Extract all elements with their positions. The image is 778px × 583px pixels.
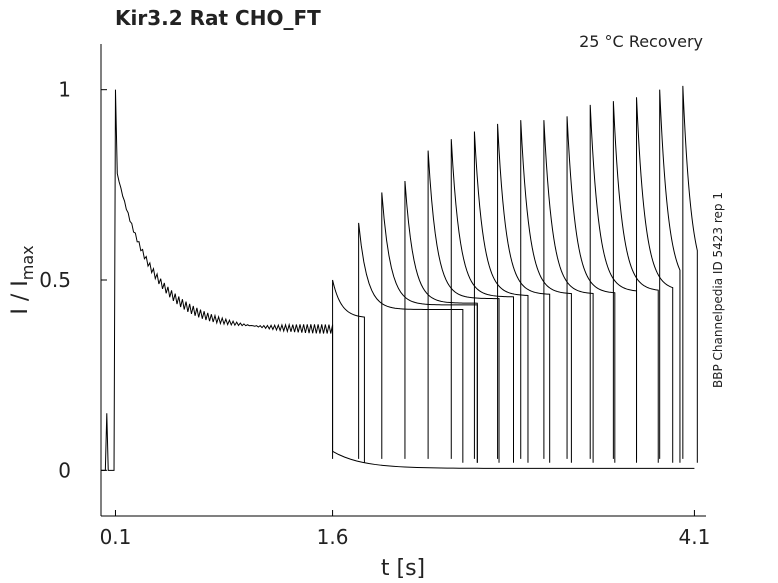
y-axis-label-sub: max <box>18 245 37 280</box>
recovery-trace-9 <box>520 120 572 463</box>
recovery-trace-1 <box>332 279 365 463</box>
baseline-trace <box>332 450 695 469</box>
x-axis-label: t [s] <box>381 556 425 581</box>
x-ticks: 0.1 1.6 4.1 <box>100 510 711 549</box>
recovery-trace-14 <box>636 97 674 463</box>
recovery-trace-2 <box>358 222 464 463</box>
y-tick-label-0: 0 <box>58 458 71 482</box>
recovery-trace-11 <box>566 116 616 463</box>
recovery-trace-5 <box>427 150 500 463</box>
prepulse-trace <box>101 89 334 471</box>
y-axis-label: I / Imax <box>8 245 37 314</box>
chart-title: Kir3.2 Rat CHO_FT <box>115 6 321 30</box>
recovery-trace-7 <box>473 131 529 463</box>
recovery-trace-8 <box>497 123 551 463</box>
y-axis-label-main: I / I <box>8 280 33 314</box>
chart-condition: 25 °C Recovery <box>579 32 703 51</box>
trace-group <box>101 85 698 471</box>
recovery-trace-15 <box>659 89 681 463</box>
y-tick-label-2: 1 <box>58 78 71 102</box>
x-tick-label-2: 4.1 <box>679 525 711 549</box>
recovery-trace-10 <box>543 120 594 463</box>
y-ticks: 00.51 <box>39 78 107 482</box>
recovery-trace-4 <box>404 180 478 463</box>
recovery-trace-16 <box>682 85 698 463</box>
recovery-trace-3 <box>381 192 478 463</box>
recovery-trace-6 <box>450 139 514 463</box>
x-tick-label-1: 1.6 <box>317 525 349 549</box>
y-tick-label-1: 0.5 <box>39 268 71 292</box>
recovery-trace-13 <box>612 101 659 463</box>
x-tick-label-0: 0.1 <box>100 525 132 549</box>
channelpedia-id-label: BBP Channelpedia ID 5423 rep 1 <box>711 192 725 388</box>
